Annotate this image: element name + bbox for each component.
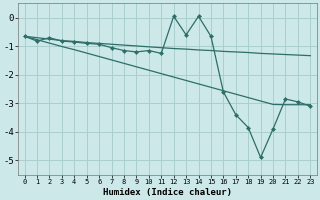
X-axis label: Humidex (Indice chaleur): Humidex (Indice chaleur) <box>103 188 232 197</box>
